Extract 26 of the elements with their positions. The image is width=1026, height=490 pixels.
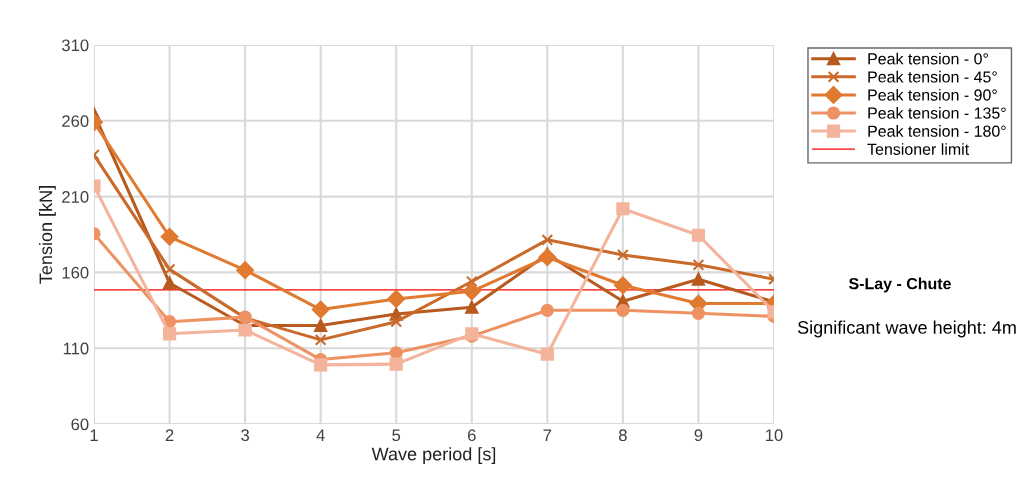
y-axis-title: Tension [kN]: [38, 186, 56, 284]
x-tick-label: 1: [90, 429, 98, 441]
y-tick-label: 110: [63, 342, 89, 355]
x-tick-label: 10: [766, 429, 783, 442]
legend-label: Peak tension - 180°: [868, 125, 1006, 137]
x-axis-title: Wave period [s]: [371, 447, 496, 465]
x-tick-label: 6: [467, 429, 476, 442]
x-tick-label: 5: [392, 429, 401, 442]
x-tick-label: 4: [316, 429, 325, 441]
y-tick-label: 210: [62, 191, 89, 203]
y-tick-label: 310: [61, 39, 89, 52]
y-tick-label: 60: [71, 418, 89, 431]
x-tick-label: 7: [543, 429, 552, 441]
x-tick-label: 2: [165, 429, 174, 441]
x-tick-label: 3: [241, 429, 250, 442]
y-tick-label: 260: [62, 115, 89, 127]
legend-label: Peak tension - 90°: [868, 88, 997, 101]
x-tick-label: 9: [694, 429, 703, 442]
legend-label: Peak tension - 0°: [868, 52, 988, 65]
x-tick-label: 8: [618, 429, 627, 442]
legend-label: Tensioner limit: [867, 143, 970, 155]
y-tick-label: 160: [62, 266, 89, 279]
legend-label: Peak tension - 135°: [868, 107, 1006, 119]
text: S-Lay - Chute: [848, 277, 951, 293]
legend-label: Peak tension - 45°: [868, 70, 997, 83]
text: Significant wave height: 4m: [797, 320, 1016, 338]
